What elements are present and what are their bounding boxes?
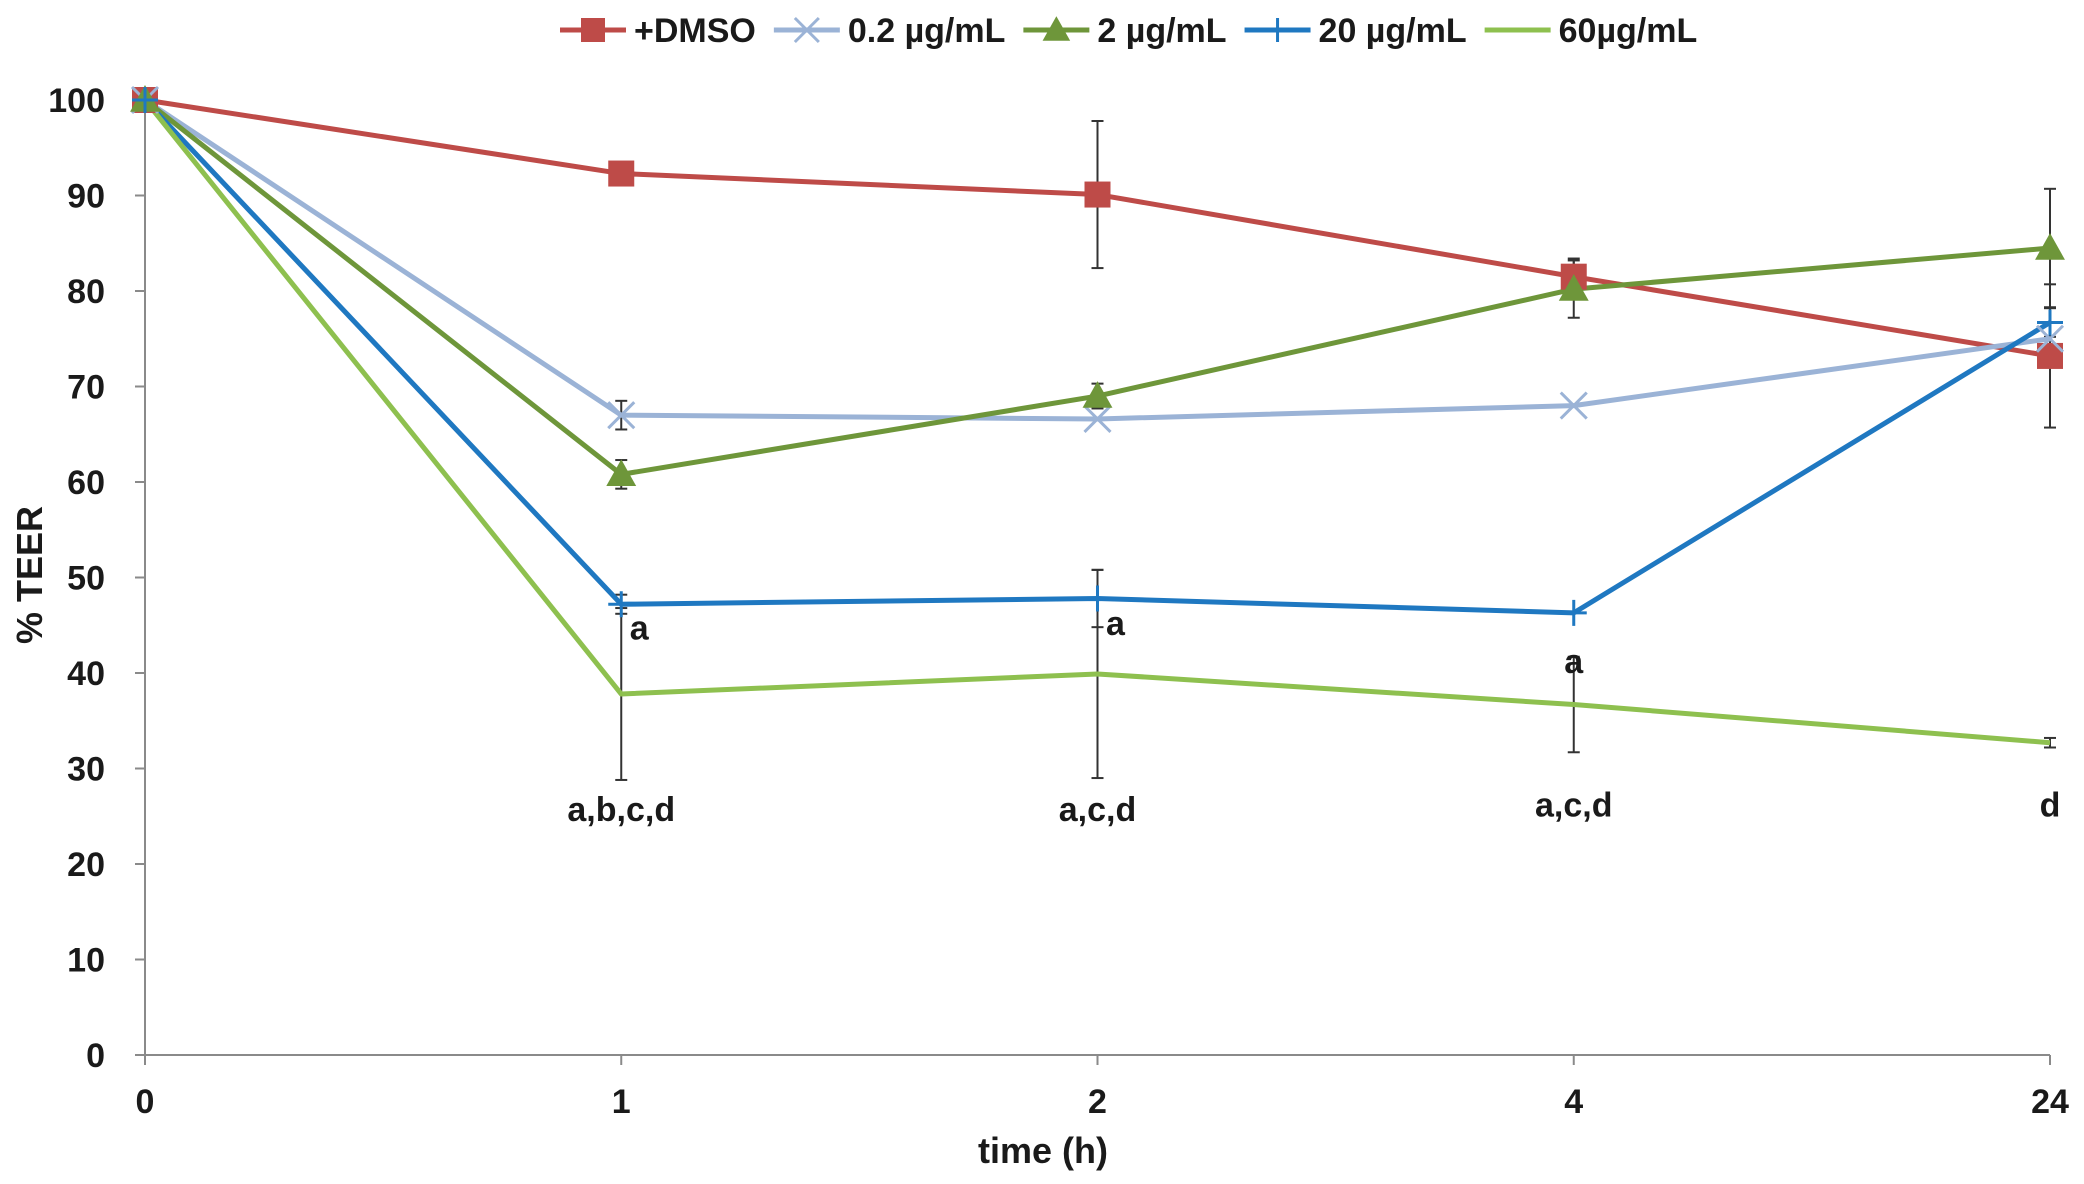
y-tick-label: 70 xyxy=(67,369,105,407)
annotation-label: a,c,d xyxy=(1535,786,1612,824)
annotation-label: a xyxy=(1564,643,1584,681)
y-tick-label: 60 xyxy=(67,464,105,502)
y-tick-label: 10 xyxy=(67,942,105,980)
data-point-triangle xyxy=(2035,233,2065,260)
y-tick-label: 100 xyxy=(48,82,105,120)
data-point-square xyxy=(1084,181,1111,208)
data-point-plus xyxy=(1084,585,1111,612)
annotation-label: d xyxy=(2040,786,2061,824)
y-tick-label: 20 xyxy=(67,846,105,884)
data-point-x xyxy=(607,401,636,430)
annotations: a a a a,b,c,d a,c,d a,c,d d xyxy=(567,605,2060,829)
data-point-x xyxy=(2035,324,2065,353)
annotation-label: a xyxy=(1106,605,1126,643)
y-axis-title: % TEER xyxy=(9,506,50,644)
y-tick-label: 40 xyxy=(67,655,105,693)
legend: +DMSO 0.2 µg/mL 2 µg/mL 20 µg/mL 60µg/mL xyxy=(560,12,1697,50)
data-point-x xyxy=(1559,391,1588,420)
y-tick-label: 50 xyxy=(67,560,105,598)
data-point-square xyxy=(581,18,605,42)
legend-label-1: 0.2 µg/mL xyxy=(848,12,1006,50)
legend-label-0: +DMSO xyxy=(634,12,756,50)
annotation-label: a,c,d xyxy=(1059,791,1136,829)
data-point-triangle xyxy=(1082,381,1113,408)
x-axis-title: time (h) xyxy=(978,1130,1108,1171)
legend-label-4: 60µg/mL xyxy=(1559,12,1698,50)
data-point-plus xyxy=(2037,309,2063,336)
series-line-4 xyxy=(143,98,2051,746)
data-point-plus xyxy=(1560,599,1587,626)
data-point-plus xyxy=(608,591,635,618)
data-point-triangle xyxy=(606,459,637,487)
x-tick-label: 0 xyxy=(136,1083,155,1121)
y-tick-label: 80 xyxy=(67,273,105,311)
annotation-label: a,b,c,d xyxy=(567,791,675,829)
x-tick-label: 2 xyxy=(1088,1083,1107,1121)
data-point-plus xyxy=(132,87,158,113)
legend-label-2: 2 µg/mL xyxy=(1097,12,1226,50)
x-tick-label: 4 xyxy=(1564,1083,1583,1121)
series-markers xyxy=(130,85,2065,626)
data-point-triangle xyxy=(1042,16,1071,41)
legend-label-3: 20 µg/mL xyxy=(1319,12,1467,50)
x-tick-label: 1 xyxy=(612,1083,631,1121)
x-tick-label: 24 xyxy=(2031,1083,2069,1121)
y-tick-label: 30 xyxy=(67,751,105,789)
data-point-x xyxy=(793,16,820,44)
y-tick-label: 90 xyxy=(67,178,105,216)
data-point-plus xyxy=(1265,18,1290,42)
data-point-x xyxy=(1083,404,1112,434)
annotation-label: a xyxy=(630,610,650,648)
data-point-square xyxy=(608,160,635,187)
y-tick-label: 0 xyxy=(86,1037,105,1075)
data-point-triangle xyxy=(1558,274,1589,301)
